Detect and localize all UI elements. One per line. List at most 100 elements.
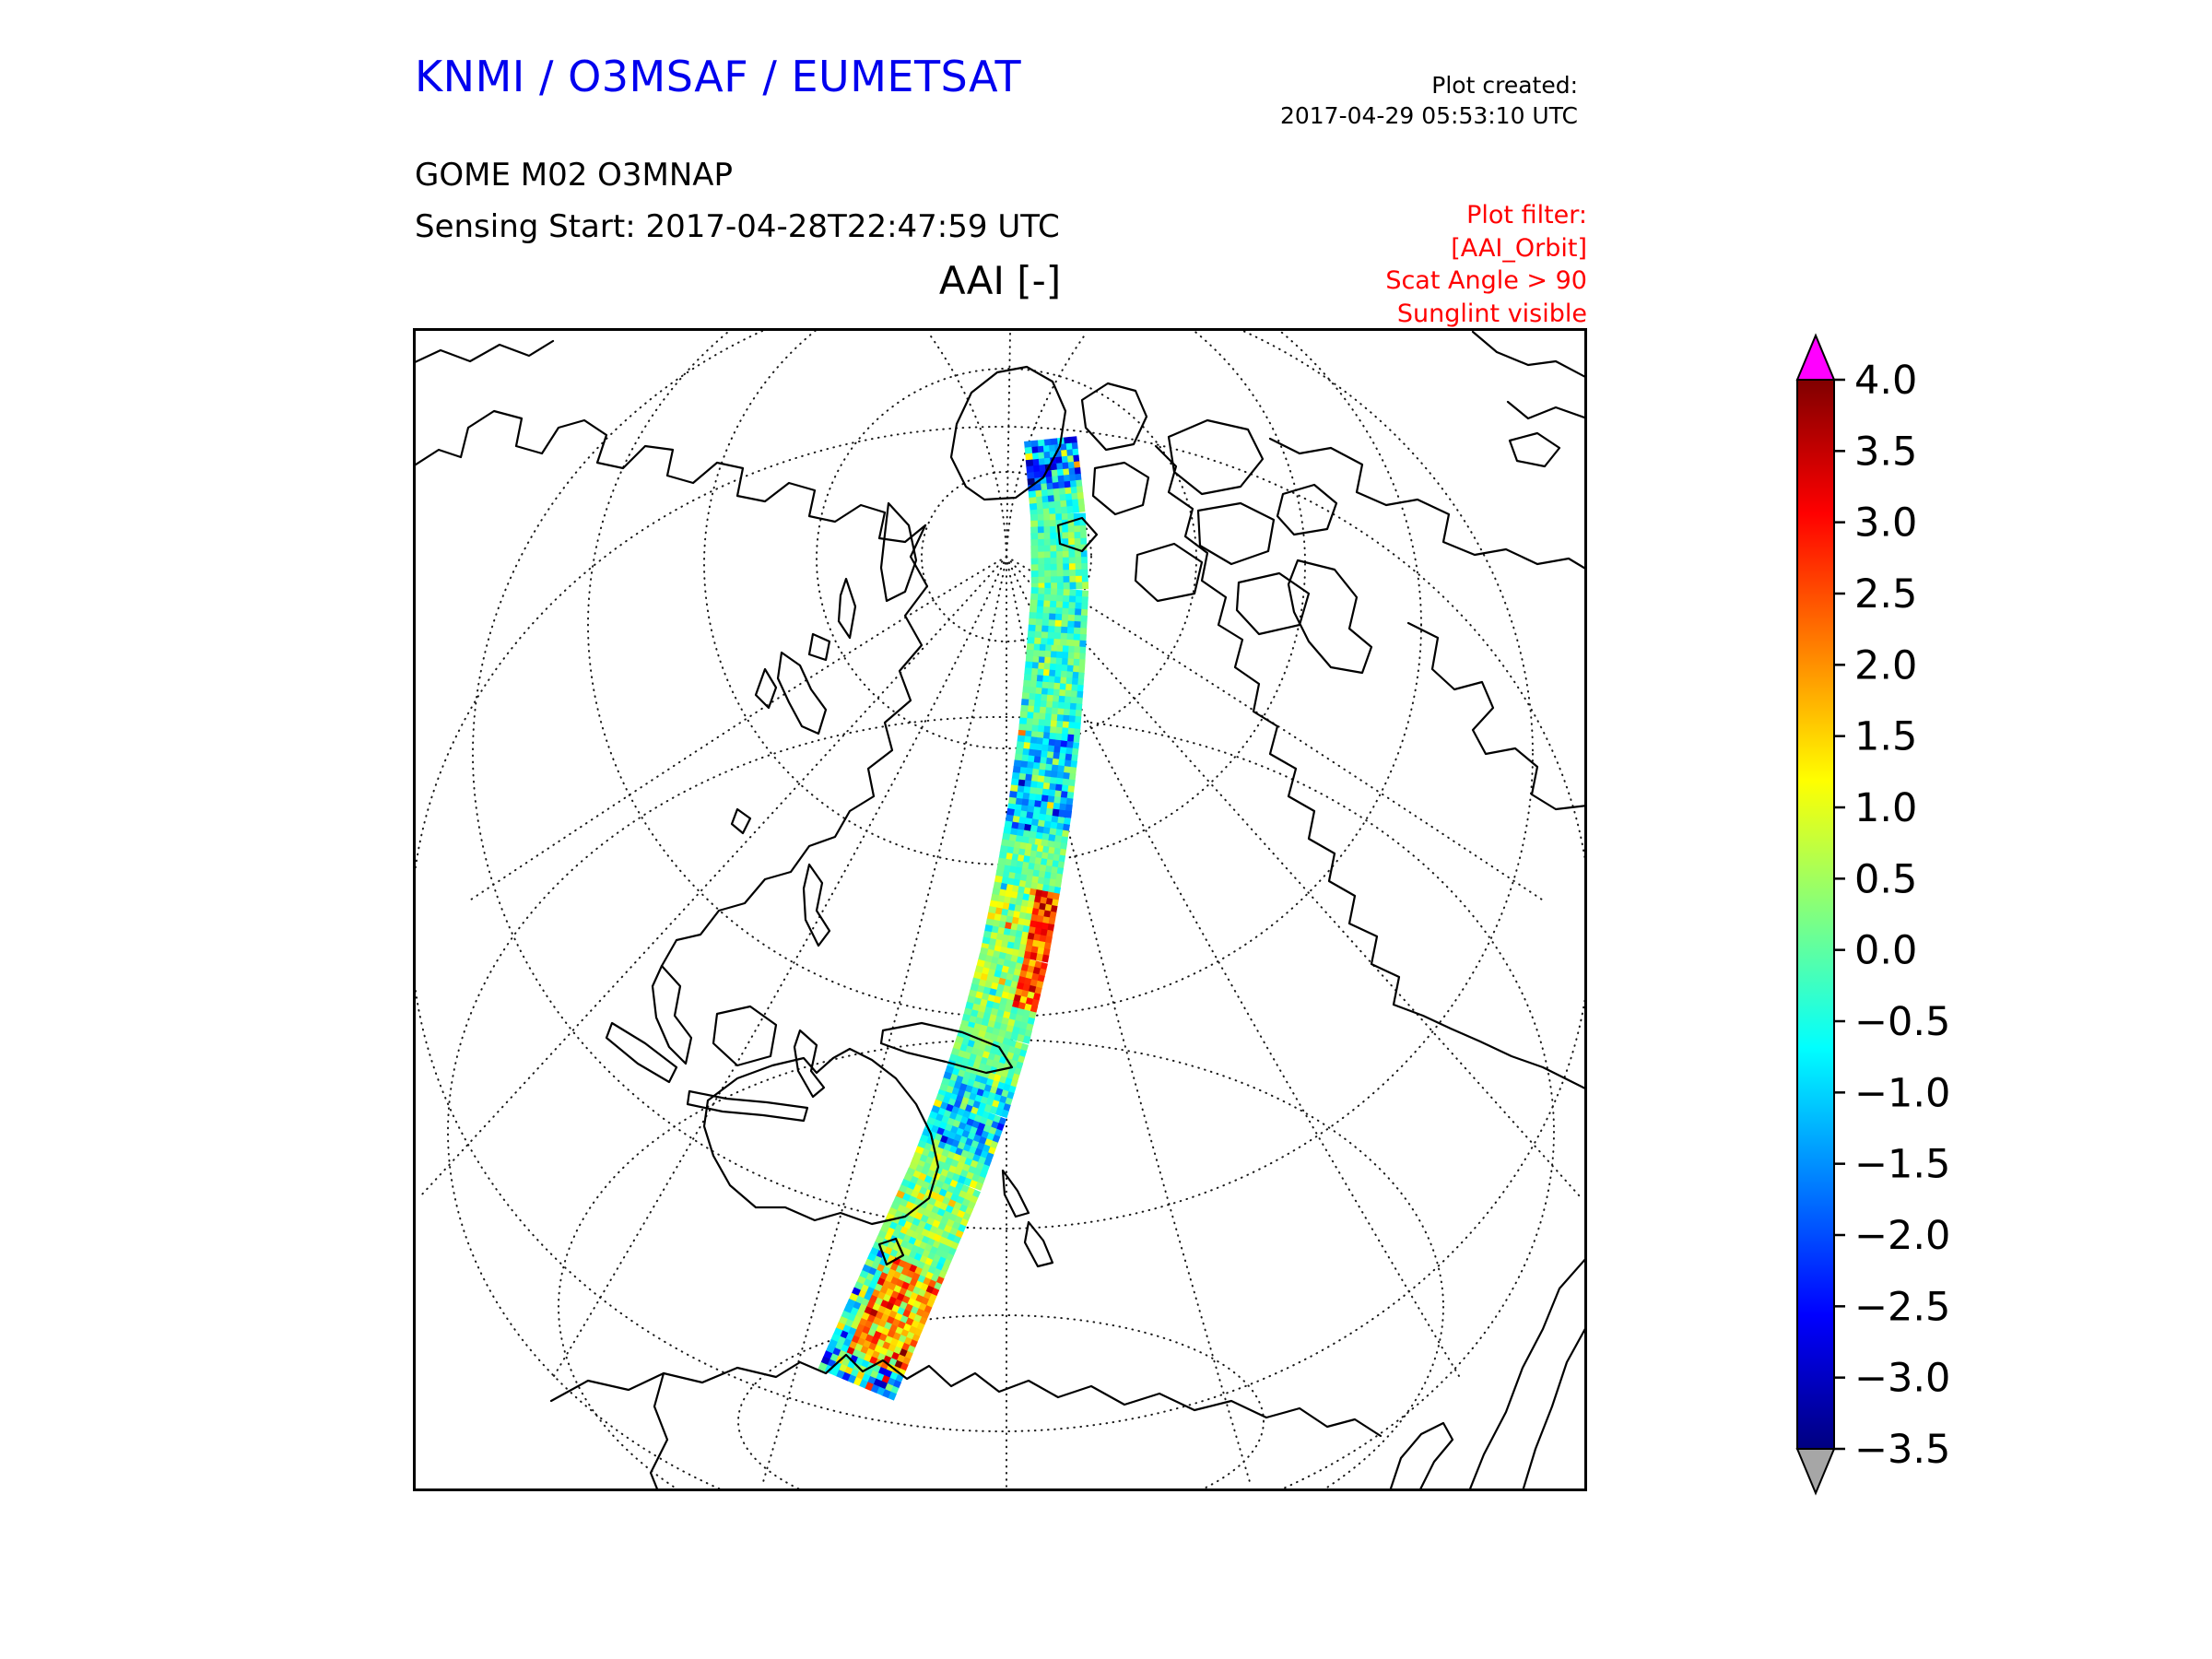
swath-cell (1036, 599, 1044, 608)
plot-created-value: 2017-04-29 05:53:10 UTC (1279, 102, 1578, 129)
swath-cell (1072, 735, 1080, 743)
swath-cell (1027, 799, 1036, 808)
swath-cell (1061, 714, 1070, 724)
swath-cell (1058, 494, 1066, 502)
swath-cell (1074, 602, 1082, 610)
swath-cell (1036, 724, 1045, 734)
swath-cell (1030, 571, 1039, 579)
swath-cell (1024, 724, 1033, 733)
swath-cell (1041, 732, 1051, 740)
swath-cell (1045, 482, 1053, 491)
swath-cell (1041, 788, 1050, 797)
swath-cell (1036, 731, 1044, 740)
swath-cell (1031, 458, 1040, 467)
swath-cell (1035, 668, 1044, 677)
swath-cell (1030, 576, 1039, 584)
swath-cell (1022, 950, 1031, 959)
swath-cell (1037, 558, 1045, 566)
swath-cell (1034, 953, 1043, 962)
swath-cell (987, 937, 996, 947)
swath-cell (1018, 943, 1027, 952)
swath-cell (988, 906, 997, 915)
swath-cell (1003, 1030, 1013, 1040)
swath-cell (1039, 928, 1048, 937)
swath-cell (1068, 766, 1077, 775)
coastline (1522, 1326, 1585, 1489)
swath-cell (1065, 500, 1073, 508)
swath-cell (1026, 465, 1034, 474)
swath-cell (1037, 656, 1045, 665)
swath-cell (1034, 680, 1043, 689)
swath-cell (1059, 632, 1067, 641)
swath-cell (1056, 765, 1065, 773)
swath-cell (1053, 638, 1061, 647)
swath-cell (1035, 947, 1045, 956)
swath-cell (1014, 987, 1023, 997)
swath-cell (961, 1013, 971, 1023)
swath-cell (1059, 796, 1067, 806)
swath-cell (1002, 927, 1011, 936)
swath-cell (1011, 1026, 1020, 1035)
swath-cell (1067, 563, 1076, 571)
swath-cell (1054, 644, 1064, 653)
swath-cell (1023, 1029, 1032, 1039)
swath-cell (1037, 458, 1045, 466)
graticule-line (703, 330, 1306, 865)
graticule-line (1006, 556, 1546, 902)
swath-cell (1042, 526, 1051, 535)
swath-cell (1042, 776, 1051, 784)
swath-cell (1068, 570, 1076, 577)
swath-cell (1023, 735, 1031, 744)
swath-cell (1014, 835, 1023, 843)
swath-cell (1024, 773, 1032, 782)
swath-cell (1072, 633, 1080, 641)
graticule-line (467, 556, 1007, 902)
swath-cell (1030, 593, 1039, 602)
swath-cell (1065, 665, 1074, 673)
swath-cell (1017, 822, 1026, 831)
swath-cell (1074, 557, 1082, 565)
swath-cell (1080, 575, 1088, 583)
swath-cell (1017, 949, 1026, 959)
swath-cell (1020, 836, 1030, 845)
graticule-line (1006, 556, 1581, 1197)
swath-cell (1006, 807, 1015, 817)
swath-cell (1017, 1027, 1027, 1037)
swath-cell (1022, 785, 1031, 794)
swath-cell (1048, 520, 1056, 528)
swath-cell (1065, 639, 1074, 648)
swath-cell (1045, 688, 1054, 697)
swath-cell (1018, 937, 1028, 947)
swath-cell (1047, 625, 1055, 634)
swath-cell (1012, 809, 1021, 818)
swath-cell (1019, 931, 1029, 940)
swath-cell (988, 987, 997, 997)
swath-cell (1066, 512, 1074, 521)
swath-cell (1032, 705, 1041, 714)
swath-cell (1051, 482, 1059, 490)
swath-cell (1055, 570, 1064, 578)
swath-cell (1036, 819, 1045, 829)
swath-cell (1054, 463, 1064, 471)
swath-cell (1041, 663, 1051, 671)
swath-cell (1067, 715, 1076, 724)
swath-cell (1030, 774, 1039, 783)
swath-cell (1065, 671, 1074, 679)
swath-cell (1068, 575, 1077, 583)
swath-cell (1049, 644, 1058, 653)
swath-cell (1005, 915, 1014, 924)
swath-cell (1068, 696, 1077, 705)
swath-cell (1046, 840, 1055, 849)
swath-cell (1043, 650, 1052, 659)
coastline (1268, 437, 1585, 571)
swath-cell (1072, 646, 1081, 654)
swath-cell (1015, 747, 1024, 756)
swath-cell (1025, 811, 1034, 820)
swath-cell (1053, 670, 1062, 678)
swath-cell (1016, 1033, 1025, 1043)
swath-cell (1041, 675, 1050, 684)
swath-cell (1037, 712, 1046, 721)
swath-cell (1021, 792, 1030, 801)
swath-cell (1028, 742, 1037, 751)
swath-cell (1067, 467, 1076, 477)
